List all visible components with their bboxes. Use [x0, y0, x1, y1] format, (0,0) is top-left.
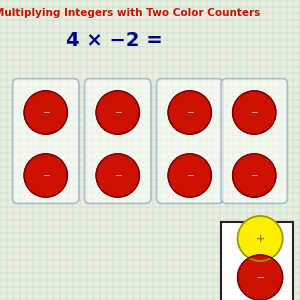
Circle shape — [96, 154, 139, 197]
Text: −: − — [114, 171, 122, 180]
Text: Multiplying Integers with Two Color Counters: Multiplying Integers with Two Color Coun… — [0, 8, 260, 17]
Text: +: + — [256, 233, 265, 244]
FancyBboxPatch shape — [157, 79, 223, 203]
FancyBboxPatch shape — [220, 222, 292, 300]
Text: −: − — [250, 108, 258, 117]
Circle shape — [238, 216, 283, 261]
Circle shape — [233, 91, 276, 134]
Text: −: − — [255, 272, 265, 283]
Circle shape — [24, 154, 67, 197]
Circle shape — [24, 91, 67, 134]
Circle shape — [238, 255, 283, 300]
Circle shape — [233, 154, 276, 197]
Text: −: − — [250, 171, 258, 180]
Text: −: − — [42, 171, 50, 180]
Circle shape — [168, 154, 212, 197]
Text: −: − — [186, 171, 194, 180]
FancyBboxPatch shape — [13, 79, 79, 203]
FancyBboxPatch shape — [221, 79, 287, 203]
Text: −: − — [186, 108, 194, 117]
Circle shape — [168, 91, 212, 134]
Text: −: − — [114, 108, 122, 117]
Text: 4 × −2 =: 4 × −2 = — [66, 32, 162, 50]
FancyBboxPatch shape — [85, 79, 151, 203]
Text: −: − — [42, 108, 50, 117]
Circle shape — [96, 91, 139, 134]
